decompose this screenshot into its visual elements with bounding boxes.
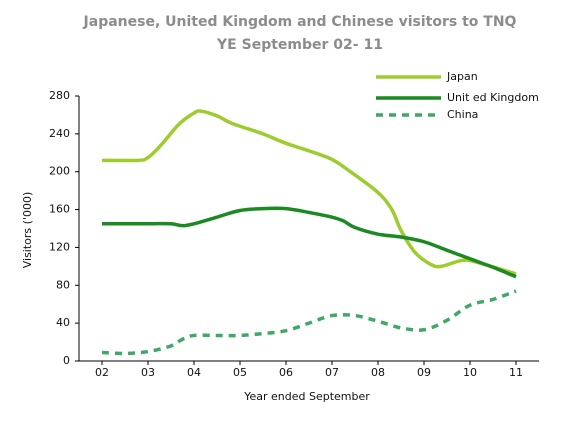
chart-title: Japanese, United Kingdom and Chinese vis… <box>83 14 517 30</box>
x-tick-label: 09 <box>417 366 431 379</box>
line-series <box>101 206 517 279</box>
x-tick-label: 07 <box>325 366 339 379</box>
y-tick-label: 40 <box>56 316 70 329</box>
chart-subtitle: YE September 02- 11 <box>216 37 383 53</box>
x-tick-label: 08 <box>371 366 385 379</box>
line-series <box>101 289 517 356</box>
x-tick-label: 10 <box>463 366 477 379</box>
y-tick-label: 200 <box>49 165 70 178</box>
y-axis-label: Visitors ('000) <box>21 192 34 269</box>
y-tick-label: 160 <box>49 203 70 216</box>
y-tick-label: 80 <box>56 278 70 291</box>
y-tick-label: 280 <box>49 89 70 102</box>
y-tick-label: 120 <box>49 240 70 253</box>
line-series <box>101 109 517 276</box>
x-tick-label: 05 <box>233 366 247 379</box>
legend-label: China <box>447 108 478 121</box>
y-tick-label: 240 <box>49 127 70 140</box>
x-axis-label: Year ended September <box>243 390 370 403</box>
x-tick-label: 11 <box>509 366 523 379</box>
x-tick-label: 02 <box>95 366 109 379</box>
y-tick-label: 0 <box>63 354 70 367</box>
x-tick-label: 06 <box>279 366 293 379</box>
legend-label: Japan <box>446 70 478 83</box>
legend-label: Unit ed Kingdom <box>447 91 539 104</box>
x-tick-label: 04 <box>187 366 201 379</box>
x-tick-label: 03 <box>141 366 155 379</box>
